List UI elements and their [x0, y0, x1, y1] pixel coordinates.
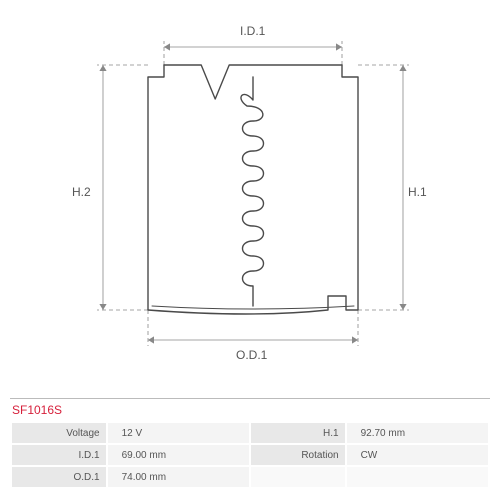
- spec-label: Rotation: [250, 444, 346, 466]
- dimension-diagram: I.D.1 O.D.1 H.2 H.1: [0, 10, 500, 390]
- divider: [10, 398, 490, 399]
- spec-label: H.1: [250, 422, 346, 444]
- spec-label: I.D.1: [11, 444, 107, 466]
- dim-label-top: I.D.1: [240, 24, 265, 38]
- spec-table: Voltage12 VH.192.70 mmI.D.169.00 mmRotat…: [10, 421, 490, 489]
- spec-value: CW: [346, 444, 489, 466]
- spec-value: 74.00 mm: [107, 466, 250, 488]
- spec-value: 92.70 mm: [346, 422, 489, 444]
- dim-label-left: H.2: [72, 185, 91, 199]
- spec-label: [250, 466, 346, 488]
- table-row: I.D.169.00 mmRotationCW: [11, 444, 489, 466]
- part-number: SF1016S: [12, 403, 490, 417]
- table-row: O.D.174.00 mm: [11, 466, 489, 488]
- spec-label: Voltage: [11, 422, 107, 444]
- spec-value: 69.00 mm: [107, 444, 250, 466]
- diagram-svg: [0, 10, 500, 390]
- spec-value: [346, 466, 489, 488]
- dim-label-bottom: O.D.1: [236, 348, 267, 362]
- spec-label: O.D.1: [11, 466, 107, 488]
- spec-value: 12 V: [107, 422, 250, 444]
- footer-panel: SF1016S Voltage12 VH.192.70 mmI.D.169.00…: [10, 398, 490, 489]
- dim-label-right: H.1: [408, 185, 427, 199]
- table-row: Voltage12 VH.192.70 mm: [11, 422, 489, 444]
